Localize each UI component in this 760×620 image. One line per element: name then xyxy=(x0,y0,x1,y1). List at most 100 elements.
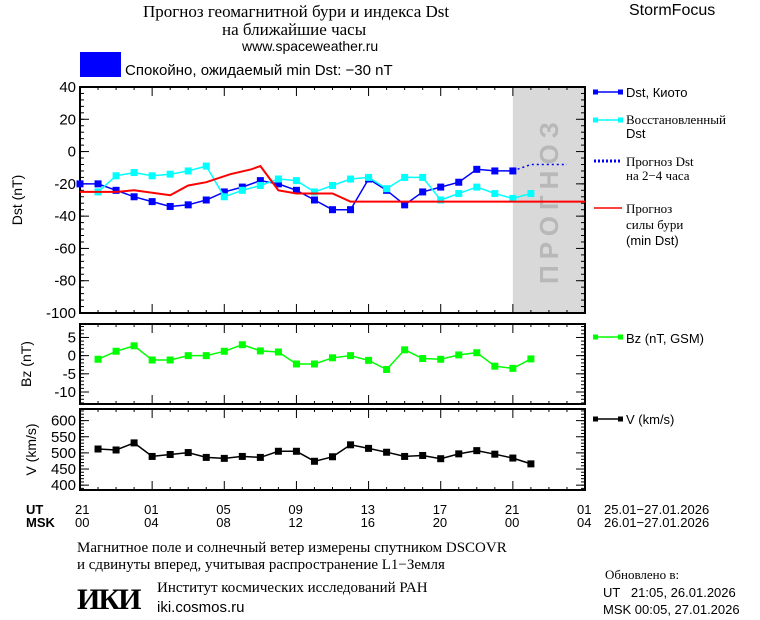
legend-marker xyxy=(618,334,623,340)
title-line1: Прогноз геомагнитной бури и индекса Dst xyxy=(143,2,450,21)
data-point xyxy=(256,181,264,189)
legend-marker xyxy=(593,416,598,422)
data-point xyxy=(274,447,282,455)
legend-forecast-1: Прогноз Dst xyxy=(626,154,694,169)
data-point xyxy=(329,354,336,362)
y-tick-label: 40 xyxy=(59,79,76,96)
time-tick-label: 01 xyxy=(577,502,592,517)
data-point xyxy=(202,352,210,360)
data-point xyxy=(473,183,481,191)
data-point xyxy=(274,175,282,183)
data-point xyxy=(184,167,192,175)
data-point xyxy=(310,360,318,368)
data-point xyxy=(148,356,156,364)
data-point xyxy=(292,360,300,368)
legend-forecast-2: на 2−4 часа xyxy=(626,168,690,183)
time-tick-label: 16 xyxy=(360,515,376,530)
data-point xyxy=(491,190,499,198)
data-point xyxy=(473,447,481,455)
data-point xyxy=(238,341,246,349)
institute-name: Институт космических исследований РАН xyxy=(157,580,428,596)
data-point xyxy=(184,201,192,209)
data-point xyxy=(329,181,336,189)
data-point xyxy=(347,175,355,183)
data-point xyxy=(238,186,246,194)
y-tick-label: -20 xyxy=(54,176,76,193)
data-point xyxy=(509,194,517,202)
iki-logo: ИКИ xyxy=(77,583,141,616)
data-point xyxy=(383,185,391,193)
y-axis-label: Bz (nT) xyxy=(18,341,34,387)
updated-label: Обновлено в: xyxy=(605,567,680,582)
data-point xyxy=(112,186,120,194)
time-tick-label: 21 xyxy=(504,502,520,517)
data-point xyxy=(437,455,445,463)
y-tick-label: 0 xyxy=(68,144,76,161)
note-line2: и сдвинуты вперед, учитывая распростране… xyxy=(77,557,445,573)
y-tick-label: -40 xyxy=(54,208,76,225)
data-point xyxy=(202,196,210,204)
data-point xyxy=(437,355,445,363)
legend-storm-3: (min Dst) xyxy=(626,233,679,248)
data-point xyxy=(419,355,427,363)
data-point xyxy=(166,451,174,459)
y-tick-label: 600 xyxy=(51,413,76,430)
data-point xyxy=(310,188,318,196)
legend-marker xyxy=(593,89,598,95)
data-point xyxy=(202,453,210,461)
data-point xyxy=(383,448,391,456)
forecast-band-label: ПРОГНОЗ xyxy=(534,116,564,284)
data-point xyxy=(329,453,336,461)
data-point xyxy=(527,460,535,468)
ut-date-range: 25.01−27.01.2026 xyxy=(604,502,710,517)
institute-site[interactable]: iki.cosmos.ru xyxy=(157,599,245,616)
time-tick-label: 08 xyxy=(216,515,231,530)
data-point xyxy=(347,206,355,214)
status-text: Спокойно, ожидаемый min Dst: −30 nT xyxy=(125,62,393,79)
data-point xyxy=(491,450,499,458)
y-tick-label: -60 xyxy=(54,240,76,257)
data-point xyxy=(527,355,535,363)
data-point xyxy=(148,198,156,206)
website-link[interactable]: www.spaceweather.ru xyxy=(242,38,379,54)
data-point xyxy=(184,352,192,360)
data-point xyxy=(112,446,120,454)
data-point xyxy=(256,177,264,185)
y-tick-label: -80 xyxy=(54,273,76,290)
data-point xyxy=(76,180,84,188)
data-point xyxy=(202,162,210,170)
legend-restored-2: Dst xyxy=(626,126,646,141)
legend-marker xyxy=(593,334,598,340)
data-point xyxy=(491,167,499,175)
data-point xyxy=(148,172,156,180)
updated-msk: MSK 00:05, 27.01.2026 xyxy=(603,602,740,617)
data-point xyxy=(166,202,174,210)
legend-v: V (km/s) xyxy=(626,412,675,427)
time-tick-label: 20 xyxy=(432,515,448,530)
time-tick-label: 05 xyxy=(216,502,231,517)
data-point xyxy=(365,444,373,452)
data-point xyxy=(419,188,427,196)
y-tick-label: 20 xyxy=(59,111,76,128)
data-point xyxy=(166,356,174,364)
time-tick-label: 00 xyxy=(75,515,90,530)
data-point xyxy=(292,186,300,194)
data-point xyxy=(419,173,427,181)
data-point xyxy=(347,352,355,360)
data-point xyxy=(256,347,264,355)
ut-label: UT xyxy=(26,502,44,517)
y-tick-label: -5 xyxy=(63,366,76,383)
data-point xyxy=(401,201,409,209)
y-tick-label: -100 xyxy=(46,305,76,322)
data-point xyxy=(292,177,300,185)
data-point xyxy=(238,452,246,460)
data-point xyxy=(455,190,463,198)
panel-frame xyxy=(79,408,586,491)
msk-label: MSK xyxy=(26,515,55,530)
data-point xyxy=(310,457,318,465)
time-tick-label: 01 xyxy=(144,502,159,517)
data-point xyxy=(130,439,138,447)
data-point xyxy=(310,196,318,204)
